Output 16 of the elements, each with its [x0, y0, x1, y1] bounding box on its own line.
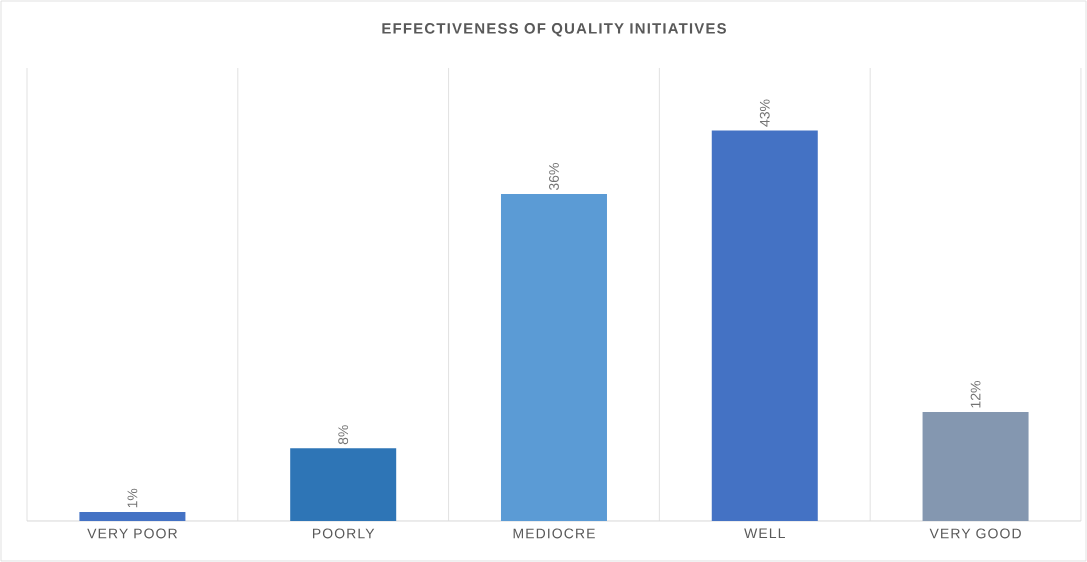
bar [290, 448, 397, 521]
bar [500, 194, 607, 521]
bar [922, 412, 1029, 521]
x-tick-label: MEDIOCRE [513, 528, 595, 539]
x-tick-label: WELL [744, 528, 785, 539]
data-label: 12% [970, 381, 981, 408]
bar [711, 130, 818, 521]
data-label: 1% [127, 488, 138, 508]
chart-title: EFFECTIVENESS OF QUALITY INITIATIVES [382, 23, 726, 37]
data-label: 8% [338, 425, 349, 445]
data-label: 36% [549, 163, 559, 190]
x-tick-label: VERY GOOD [929, 528, 1021, 539]
data-label: 43% [759, 99, 770, 127]
x-tick-label: VERY POOR [87, 528, 177, 539]
bar [79, 511, 186, 521]
x-tick-label: POORLY [313, 528, 375, 539]
